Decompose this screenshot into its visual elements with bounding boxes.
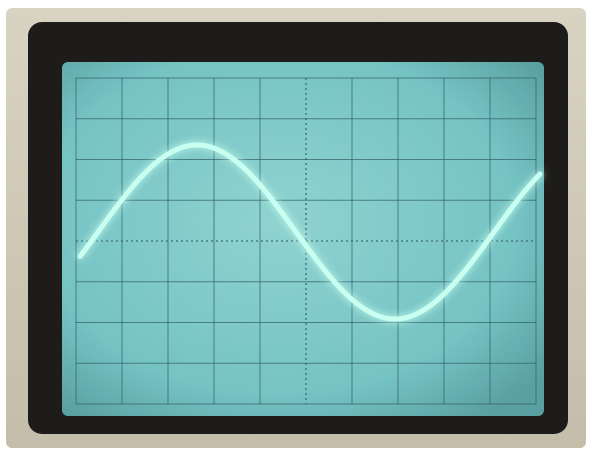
sine-trace (77, 142, 543, 322)
graticule (75, 77, 537, 405)
